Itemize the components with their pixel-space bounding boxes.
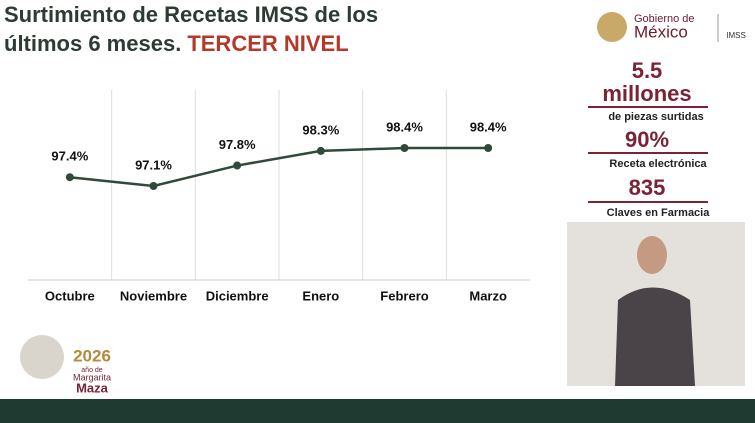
- point: [400, 144, 409, 152]
- logo-line1: Gobierno de: [634, 13, 695, 25]
- portrait: [20, 335, 64, 379]
- stat-unit: millones: [602, 81, 691, 106]
- stat-value: 5.5: [632, 58, 663, 83]
- interpreter-body: [615, 287, 695, 386]
- logo-line2: México: [634, 22, 688, 41]
- stats: 5.5 millones de piezas surtidas 90% Rece…: [588, 58, 710, 219]
- highlight: TERCER NIVEL: [187, 31, 348, 56]
- point: [484, 144, 493, 152]
- stat-value: 835: [629, 175, 666, 200]
- badge-line: Margarita: [73, 372, 111, 382]
- point: [233, 161, 242, 170]
- badge-line: año de: [81, 367, 103, 374]
- stat-label: de piezas surtidas: [608, 111, 703, 123]
- logo-emblem: [597, 12, 627, 42]
- footer-band: [0, 399, 755, 423]
- x-tick-label: Diciembre: [206, 288, 269, 303]
- value-label: 97.1%: [135, 157, 172, 172]
- x-tick-label: Enero: [302, 288, 339, 303]
- logo-imss: IMSS: [726, 31, 746, 40]
- value-label: 98.4%: [386, 119, 423, 134]
- badge-year: 2026: [73, 346, 111, 365]
- point: [316, 146, 325, 155]
- x-tick-label: Marzo: [469, 288, 507, 303]
- stat-label: Receta electrónica: [609, 158, 707, 170]
- value-label: 97.8%: [219, 137, 256, 152]
- x-tick-label: Noviembre: [120, 288, 187, 303]
- title: Surtimiento de Recetas IMSS de los: [4, 2, 378, 27]
- subtitle-text: últimos 6 meses.: [4, 31, 181, 56]
- interpreter-head: [637, 236, 667, 274]
- subtitle: últimos 6 meses. TERCER NIVEL: [4, 31, 349, 56]
- stat-label: Claves en Farmacia: [607, 207, 711, 219]
- value-label: 97.4%: [51, 149, 88, 164]
- value-label: 98.3%: [302, 122, 339, 137]
- line: [69, 146, 489, 188]
- x-tick-label: Febrero: [380, 288, 428, 303]
- x-tick-label: Octubre: [45, 288, 95, 303]
- value-label: 98.4%: [470, 119, 507, 134]
- stat-value: 90%: [625, 127, 669, 152]
- point: [65, 173, 74, 182]
- point: [149, 182, 158, 190]
- badge-line: Maza: [76, 380, 109, 395]
